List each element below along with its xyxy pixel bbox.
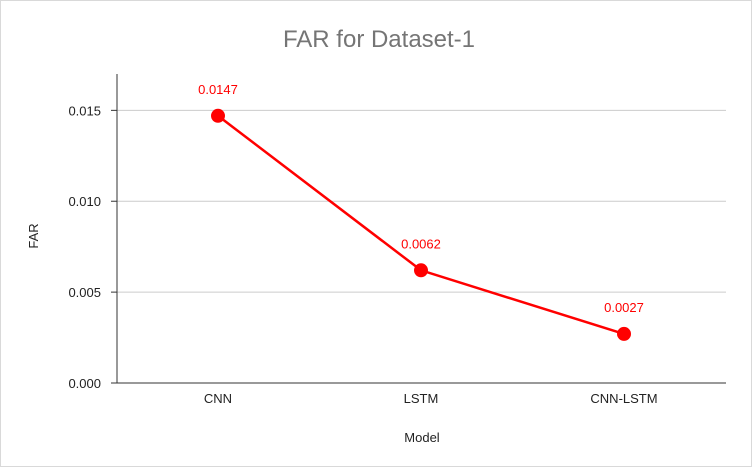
data-point <box>617 326 631 341</box>
x-tick-label: CNN-LSTM <box>590 391 657 406</box>
tick-labels: 0.000 0.005 0.010 0.015 CNN LSTM CNN-LSTM <box>68 103 657 406</box>
data-point <box>414 263 428 278</box>
chart-title: FAR for Dataset-1 <box>283 26 475 53</box>
y-tick-label: 0.005 <box>68 285 101 300</box>
x-tick-label: CNN <box>204 391 232 406</box>
data-point <box>211 108 225 123</box>
series-line <box>217 114 625 336</box>
data-labels: 0.0147 0.0062 0.0027 <box>198 82 644 315</box>
data-label: 0.0027 <box>604 300 644 315</box>
y-tick-label: 0.015 <box>68 103 101 118</box>
series-far <box>211 108 631 341</box>
data-label: 0.0062 <box>401 236 441 251</box>
axes <box>111 74 726 384</box>
y-tick-label: 0.010 <box>68 194 101 209</box>
y-axis-label: FAR <box>26 223 41 248</box>
x-axis-label: Model <box>404 430 440 445</box>
y-tick-label: 0.000 <box>68 376 101 391</box>
data-label: 0.0147 <box>198 82 238 97</box>
x-tick-label: LSTM <box>404 391 439 406</box>
